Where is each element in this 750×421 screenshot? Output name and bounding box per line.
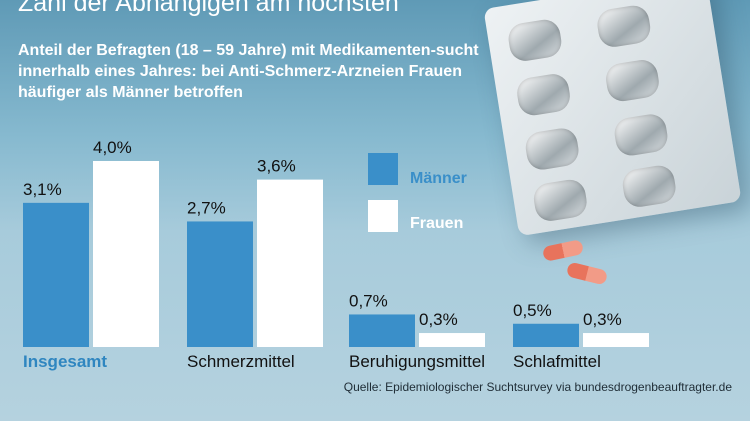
bar-maenner [513, 323, 579, 347]
legend-label-maenner: Männer [410, 170, 467, 187]
legend-label-frauen: Frauen [410, 215, 464, 232]
legend-swatch-maenner [368, 153, 398, 185]
category-label: Beruhigungsmittel [349, 352, 485, 371]
category-label: Schlafmittel [513, 352, 601, 371]
bar-frauen [419, 333, 485, 347]
source-note: Quelle: Epidemiologischer Suchtsurvey vi… [343, 380, 732, 394]
legend-swatch-frauen [368, 200, 398, 232]
data-label: 0,3% [583, 310, 622, 329]
data-label: 2,7% [187, 198, 226, 217]
data-label: 4,0% [93, 138, 132, 157]
bar-maenner [23, 202, 89, 347]
category-label: Schmerzmittel [187, 352, 295, 371]
data-label: 3,6% [257, 157, 296, 176]
data-label: 0,7% [349, 291, 388, 310]
category-label: Insgesamt [23, 352, 107, 371]
bar-maenner [187, 221, 253, 347]
chart-title: Zahl der Abhängigen am höchsten [18, 0, 399, 17]
bar-maenner [349, 314, 415, 347]
bar-frauen [583, 333, 649, 347]
data-label: 0,3% [419, 310, 458, 329]
chart-subtitle: Anteil der Befragten (18 – 59 Jahre) mit… [18, 42, 479, 101]
data-label: 0,5% [513, 301, 552, 320]
data-label: 3,1% [23, 180, 62, 199]
bar-frauen [93, 161, 159, 347]
bar-frauen [257, 179, 323, 347]
